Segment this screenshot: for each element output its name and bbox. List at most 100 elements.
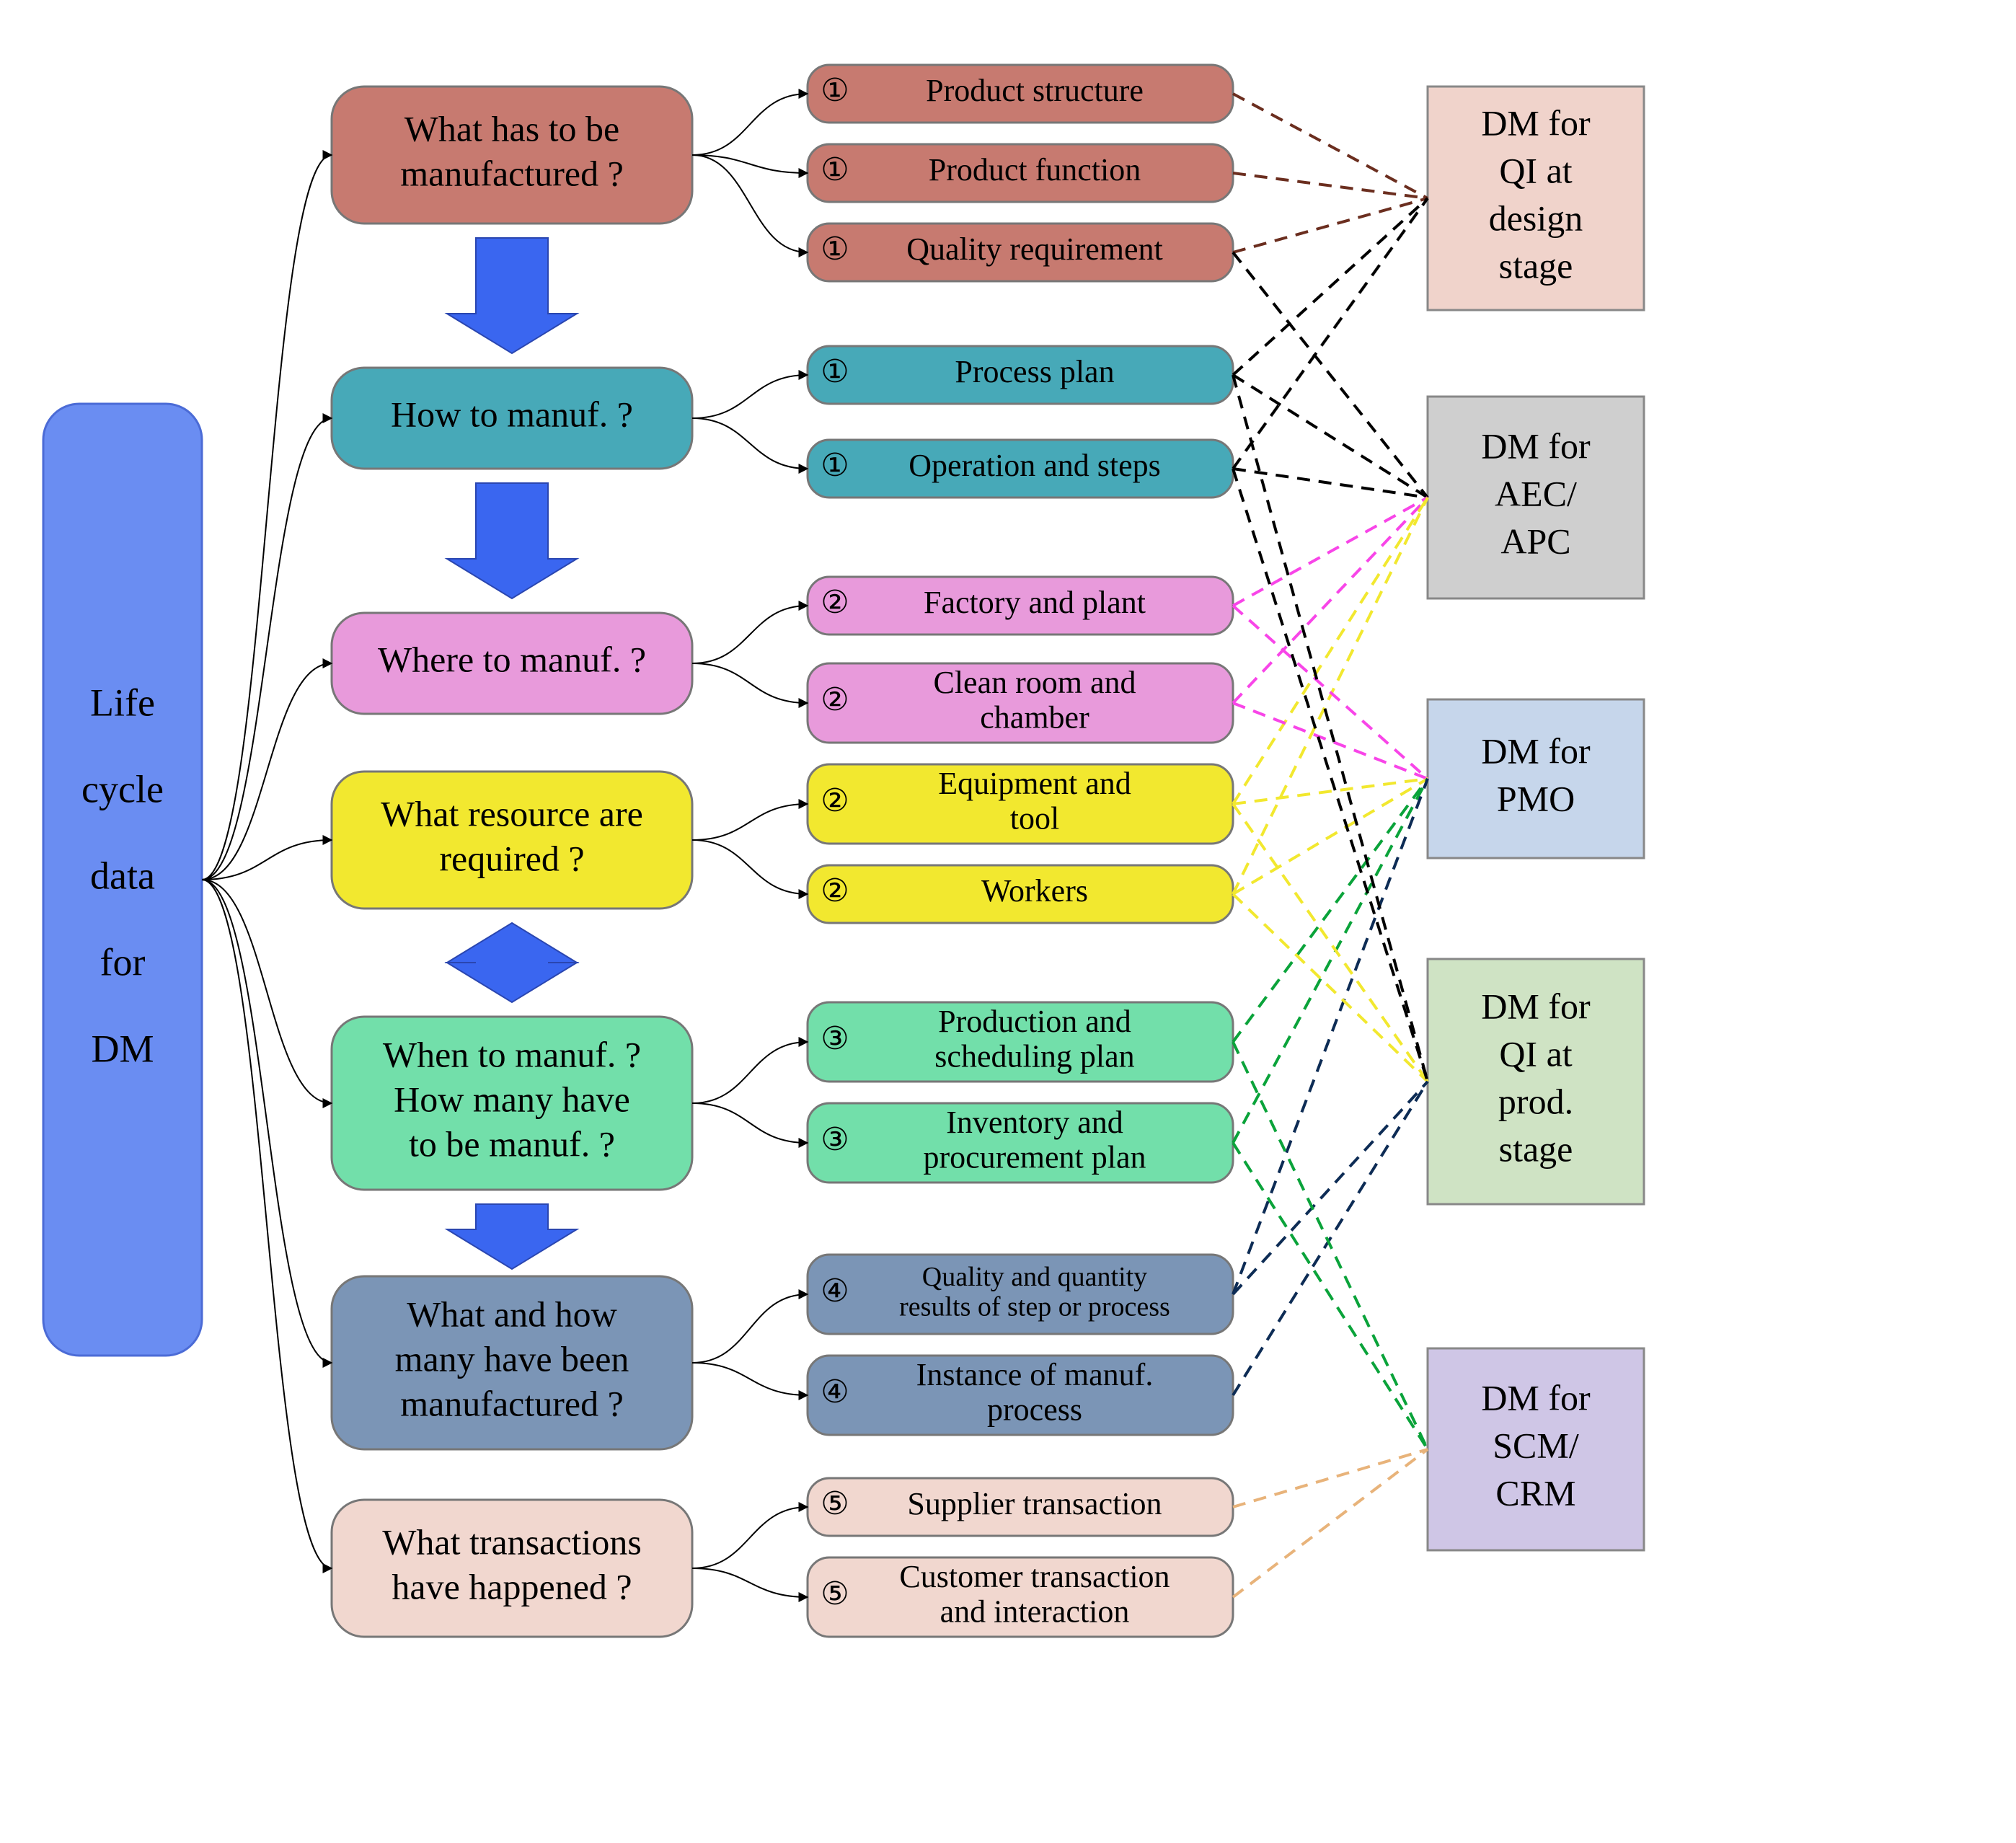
dm-label: DM for (1481, 986, 1591, 1026)
dm-label: DM for (1481, 102, 1591, 143)
conn-q5-i10 (692, 1042, 808, 1103)
dash-i7-dm2 (1233, 498, 1428, 703)
conn-q2-i5 (692, 418, 808, 469)
item-number: ④ (821, 1273, 849, 1309)
dash-i5-dm1 (1233, 198, 1428, 469)
dm-label: CRM (1495, 1472, 1575, 1513)
big-arrow (447, 1204, 577, 1269)
item-label: Clean room and (933, 665, 1136, 700)
conn-q6-i13 (692, 1363, 808, 1395)
dash-i14-dm5 (1233, 1449, 1428, 1507)
dash-i3-dm2 (1233, 252, 1428, 498)
item-number: ① (821, 152, 849, 187)
dm-label: QI at (1499, 1033, 1572, 1074)
conn-root-q3 (202, 663, 332, 880)
conn-q4-i8 (692, 804, 808, 840)
question-label: many have been (395, 1338, 629, 1379)
dash-i8-dm3 (1233, 779, 1428, 804)
conn-q2-i4 (692, 375, 808, 418)
conn-q1-i3 (692, 155, 808, 252)
dash-i10-dm5 (1233, 1042, 1428, 1449)
item-number: ③ (821, 1021, 849, 1056)
item-label: Supplier transaction (907, 1486, 1162, 1521)
conn-root-q6 (202, 880, 332, 1363)
item-number: ① (821, 354, 849, 389)
item-label: Quality and quantity (922, 1262, 1147, 1292)
question-label: How to manuf. ? (391, 394, 633, 434)
question-label: What transactions (382, 1521, 642, 1562)
item-label: chamber (980, 699, 1089, 735)
dash-i11-dm5 (1233, 1143, 1428, 1449)
conn-q3-i7 (692, 663, 808, 703)
item-label: Workers (981, 873, 1088, 909)
item-number: ① (821, 73, 849, 108)
item-label: Instance of manuf. (916, 1357, 1154, 1392)
item-label: Factory and plant (924, 585, 1146, 620)
dash-i6-dm2 (1233, 498, 1428, 606)
dash-i6-dm3 (1233, 606, 1428, 779)
item-number: ⑤ (821, 1486, 849, 1521)
item-number: ① (821, 448, 849, 483)
item-number: ③ (821, 1122, 849, 1157)
item-label: Customer transaction (899, 1559, 1170, 1594)
question-label: manufactured ? (400, 1383, 624, 1423)
question-label: manufactured ? (400, 153, 624, 193)
dm-label: DM for (1481, 730, 1591, 771)
dm-label: QI at (1499, 150, 1572, 190)
dash-i7-dm3 (1233, 703, 1428, 779)
root-label: data (90, 854, 155, 897)
dm-label: AEC/ (1495, 473, 1577, 513)
big-arrow (447, 483, 577, 598)
item-label: Equipment and (938, 766, 1131, 801)
dash-i4-dm4 (1233, 375, 1428, 1082)
question-label: What and how (407, 1294, 617, 1334)
question-label: have happened ? (392, 1566, 632, 1606)
dm-label: PMO (1497, 778, 1575, 818)
conn-root-q7 (202, 880, 332, 1568)
dm-label: design (1489, 198, 1583, 238)
dash-i13-dm4 (1233, 1082, 1428, 1395)
dm-label: prod. (1498, 1081, 1573, 1121)
conn-q3-i6 (692, 606, 808, 663)
item-number: ② (821, 682, 849, 717)
dash-i9-dm3 (1233, 779, 1428, 894)
question-label: What resource are (381, 793, 643, 834)
question-label: required ? (439, 838, 584, 878)
item-label: and interaction (940, 1594, 1130, 1629)
dash-i12-dm3 (1233, 779, 1428, 1294)
root-label: for (100, 940, 146, 984)
conn-root-q2 (202, 418, 332, 880)
item-label: results of step or process (899, 1292, 1170, 1322)
conn-q4-i9 (692, 840, 808, 894)
conn-q6-i12 (692, 1294, 808, 1363)
item-label: scheduling plan (934, 1038, 1134, 1074)
dash-i8-dm2 (1233, 498, 1428, 804)
question-label: to be manuf. ? (409, 1123, 615, 1164)
item-label: Product function (929, 152, 1141, 187)
item-label: Process plan (955, 354, 1114, 389)
root-label: Life (90, 681, 155, 724)
dm-label: DM for (1481, 1377, 1591, 1418)
conn-root-q5 (202, 880, 332, 1103)
conn-q5-i11 (692, 1103, 808, 1143)
big-arrow (447, 923, 577, 1002)
big-arrow (447, 238, 577, 353)
question-label: What has to be (404, 108, 620, 149)
dm-label: SCM/ (1493, 1425, 1579, 1465)
item-label: Production and (938, 1004, 1131, 1039)
dash-i4-dm1 (1233, 198, 1428, 375)
question-label: Where to manuf. ? (378, 639, 646, 679)
dash-i10-dm3 (1233, 779, 1428, 1042)
dm-label: APC (1500, 521, 1570, 561)
item-number: ④ (821, 1374, 849, 1410)
item-number: ② (821, 585, 849, 620)
dash-i15-dm5 (1233, 1449, 1428, 1597)
root-label: cycle (81, 767, 164, 810)
question-label: When to manuf. ? (383, 1034, 641, 1074)
conn-q7-i14 (692, 1507, 808, 1568)
item-label: process (987, 1392, 1082, 1427)
item-number: ⑤ (821, 1576, 849, 1612)
item-label: Inventory and (946, 1105, 1123, 1140)
item-label: Operation and steps (908, 448, 1160, 483)
root-label: DM (91, 1027, 154, 1070)
